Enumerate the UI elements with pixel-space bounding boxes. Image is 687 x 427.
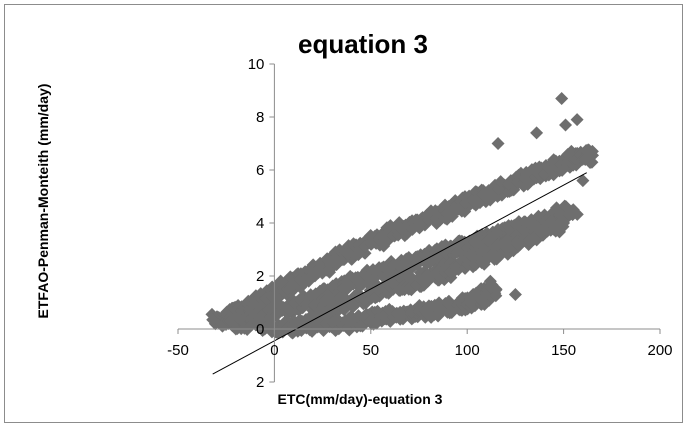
data-point xyxy=(484,248,498,262)
x-tick-label: 50 xyxy=(362,342,379,359)
chart-frame: equation 3 -50 0 50 100 150 200 2 0 2 4 6 8 10 ETC(… xyxy=(4,4,683,423)
trendline xyxy=(212,172,587,375)
y-tick-label: 4 xyxy=(256,215,264,232)
y-tick-label: 2 xyxy=(256,268,264,285)
data-point xyxy=(557,216,571,230)
data-point xyxy=(206,313,220,327)
x-axis-label: ETC(mm/day)-equation 3 xyxy=(278,391,443,407)
y-tick-label: 10 xyxy=(248,56,265,73)
x-ticks: -50 0 50 100 150 200 xyxy=(167,329,673,359)
data-point xyxy=(555,91,569,105)
plot-area xyxy=(205,91,600,375)
data-point xyxy=(452,202,466,216)
y-tick-label: 8 xyxy=(256,109,264,126)
data-point xyxy=(468,257,482,271)
data-point xyxy=(483,274,497,288)
data-point xyxy=(547,219,561,233)
data-point xyxy=(576,174,590,188)
y-tick-label: 2 xyxy=(256,374,264,391)
data-point xyxy=(424,255,438,269)
data-point xyxy=(524,235,538,249)
x-tick-label: 200 xyxy=(647,342,672,359)
data-point xyxy=(530,126,544,140)
data-point xyxy=(562,208,576,222)
y-tick-label: 6 xyxy=(256,162,264,179)
data-point xyxy=(500,233,514,247)
data-point xyxy=(491,137,505,150)
data-point xyxy=(475,256,489,270)
data-point xyxy=(404,305,418,319)
data-point xyxy=(442,208,456,222)
y-axis-label: ETFAO-Penman-Monteith (mm/day) xyxy=(35,84,51,319)
chart-title: equation 3 xyxy=(298,29,428,59)
x-tick-label: 0 xyxy=(270,342,278,359)
x-tick-label: 100 xyxy=(455,342,480,359)
data-point xyxy=(508,288,522,302)
x-tick-label: 150 xyxy=(551,342,576,359)
y-tick-label: 0 xyxy=(256,321,264,338)
data-point xyxy=(489,282,503,296)
data-point xyxy=(570,113,584,127)
data-point xyxy=(586,148,600,162)
data-point xyxy=(559,118,573,132)
x-tick-label: -50 xyxy=(167,342,189,359)
